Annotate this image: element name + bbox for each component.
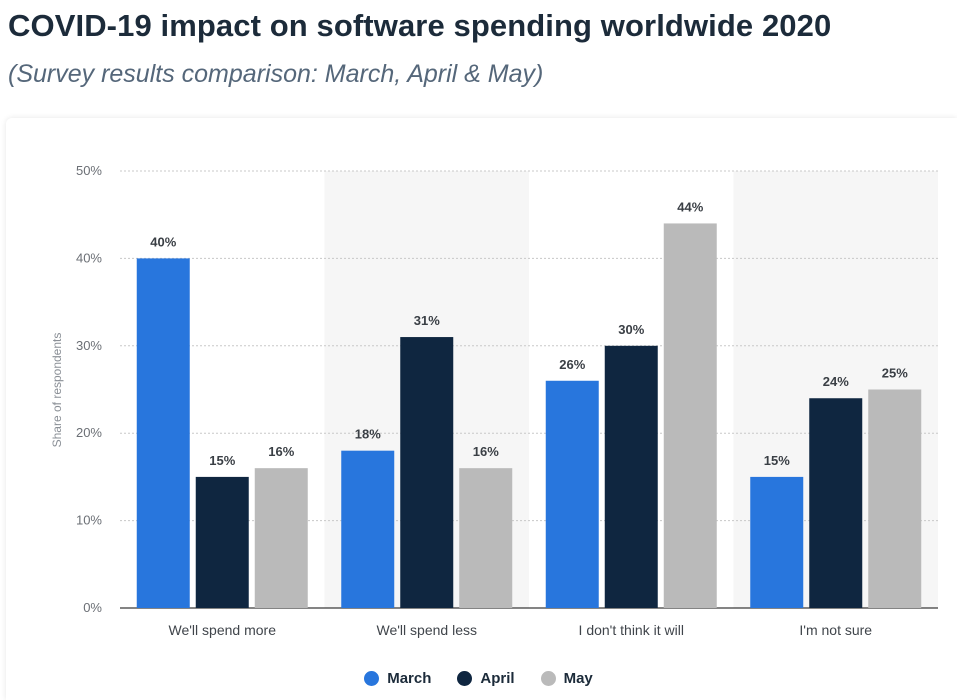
y-tick-label: 10% xyxy=(76,513,102,528)
legend-item[interactable]: April xyxy=(457,670,515,687)
x-category-label: I don't think it will xyxy=(579,622,684,638)
data-label: 15% xyxy=(764,453,790,468)
bar xyxy=(341,450,395,608)
data-label: 15% xyxy=(209,453,235,468)
x-category-label: I'm not sure xyxy=(799,622,872,638)
data-label: 24% xyxy=(823,374,849,389)
bar xyxy=(400,337,454,608)
legend-swatch xyxy=(457,671,473,686)
y-tick-label: 0% xyxy=(83,600,102,615)
y-tick-label: 40% xyxy=(76,250,102,265)
data-label: 25% xyxy=(882,366,908,381)
page-title: COVID-19 impact on software spending wor… xyxy=(8,8,832,43)
bar xyxy=(809,398,863,608)
bar xyxy=(545,380,599,608)
legend-label: May xyxy=(563,670,593,687)
legend-item[interactable]: March xyxy=(364,670,431,687)
bar xyxy=(136,258,190,608)
bar xyxy=(254,468,308,608)
bar xyxy=(750,476,804,608)
data-label: 40% xyxy=(150,234,176,249)
data-label: 30% xyxy=(618,322,644,337)
y-tick-label: 20% xyxy=(76,425,102,440)
y-tick-label: 50% xyxy=(76,163,102,178)
bar xyxy=(663,223,717,608)
bar xyxy=(459,468,513,608)
page-subtitle: (Survey results comparison: March, April… xyxy=(8,60,544,88)
legend-label: March xyxy=(387,670,432,687)
data-label: 18% xyxy=(355,427,381,442)
x-category-label: We'll spend more xyxy=(169,622,277,638)
legend-swatch xyxy=(540,671,556,686)
y-tick-label: 30% xyxy=(76,338,102,353)
x-category-label: We'll spend less xyxy=(377,622,477,638)
legend-swatch xyxy=(364,671,380,686)
legend: March April May xyxy=(0,670,957,687)
y-axis-label: Share of respondents xyxy=(50,333,64,448)
bar xyxy=(195,476,249,608)
bar xyxy=(868,389,922,608)
data-label: 31% xyxy=(414,313,440,328)
data-label: 26% xyxy=(559,357,585,372)
bar xyxy=(604,345,658,608)
legend-item[interactable]: May xyxy=(540,670,593,687)
data-label: 16% xyxy=(268,444,294,459)
data-label: 44% xyxy=(677,199,703,214)
legend-label: April xyxy=(480,670,515,687)
data-label: 16% xyxy=(473,444,499,459)
